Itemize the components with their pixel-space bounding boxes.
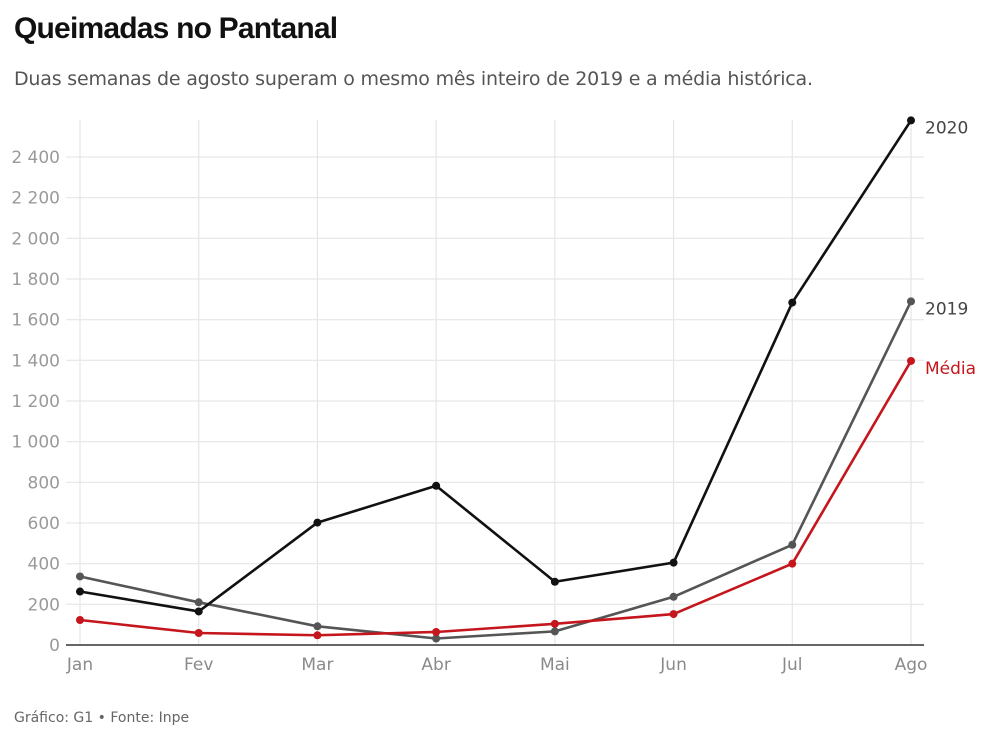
x-axis-ticks: Jan Fev Mar Abr Mai Jun Jul Ago xyxy=(66,655,928,675)
chart-subtitle: Duas semanas de agosto superam o mesmo m… xyxy=(14,68,813,90)
data-point xyxy=(788,298,797,307)
data-point xyxy=(907,297,915,306)
data-point xyxy=(907,116,915,125)
data-point xyxy=(550,577,559,586)
series-line xyxy=(79,360,913,637)
series-label: 2020 xyxy=(925,118,968,138)
y-axis-ticks: 0 200 400 600 800 1 000 1 200 1 400 1 600 1 800 2 … xyxy=(11,148,60,656)
y-tick-label: 2 200 xyxy=(11,189,60,209)
data-point xyxy=(550,627,559,636)
y-tick-label: 1 800 xyxy=(11,270,60,290)
y-tick-label: 800 xyxy=(28,473,60,493)
x-tick-label: Jul xyxy=(781,655,803,675)
source-credit: Gráfico: G1 • Fonte: Inpe xyxy=(14,710,190,726)
data-point xyxy=(76,615,84,624)
data-point xyxy=(788,540,797,549)
y-tick-label: 1 600 xyxy=(11,311,60,331)
x-tick-label: Mar xyxy=(301,655,333,675)
y-tick-label: 2 000 xyxy=(11,229,60,249)
data-point xyxy=(194,607,203,616)
y-gridlines xyxy=(66,156,924,605)
x-tick-label: Mai xyxy=(540,655,570,675)
data-point xyxy=(432,634,441,643)
series-layer xyxy=(76,116,915,643)
series-2020 xyxy=(76,116,915,616)
x-tick-label: Fev xyxy=(184,655,213,675)
data-point xyxy=(313,518,322,527)
data-point xyxy=(788,559,797,568)
y-tick-label: 200 xyxy=(28,595,60,615)
data-point xyxy=(194,598,203,607)
data-point xyxy=(313,622,322,631)
data-point xyxy=(313,631,322,640)
series-m-dia xyxy=(76,356,915,640)
y-tick-label: 1 200 xyxy=(11,392,60,412)
data-point xyxy=(76,587,84,596)
series-2019 xyxy=(76,297,915,643)
series-line xyxy=(79,300,913,640)
series-label: Média xyxy=(925,359,976,379)
y-tick-label: 600 xyxy=(28,514,60,534)
y-tick-label: 0 xyxy=(49,636,60,656)
series-labels: 2019 Média 2020 xyxy=(925,118,976,379)
data-point xyxy=(194,629,203,638)
data-point xyxy=(669,610,678,619)
y-tick-label: 400 xyxy=(28,555,60,575)
y-tick-label: 1 400 xyxy=(11,351,60,371)
x-tick-label: Ago xyxy=(895,655,928,675)
y-tick-label: 1 000 xyxy=(11,433,60,453)
data-point xyxy=(907,356,915,365)
series-label: 2019 xyxy=(925,299,968,319)
data-point xyxy=(76,572,84,581)
y-tick-label: 2 400 xyxy=(11,148,60,168)
x-tick-label: Abr xyxy=(421,655,450,675)
series-line xyxy=(79,119,913,613)
data-point xyxy=(432,627,441,636)
data-point xyxy=(669,558,678,567)
chart-title: Queimadas no Pantanal xyxy=(14,12,338,45)
data-point xyxy=(669,592,678,601)
x-gridlines xyxy=(79,120,912,645)
data-point xyxy=(432,481,441,490)
x-tick-label: Jan xyxy=(66,655,93,675)
x-tick-label: Jun xyxy=(659,655,687,675)
data-point xyxy=(550,619,559,628)
